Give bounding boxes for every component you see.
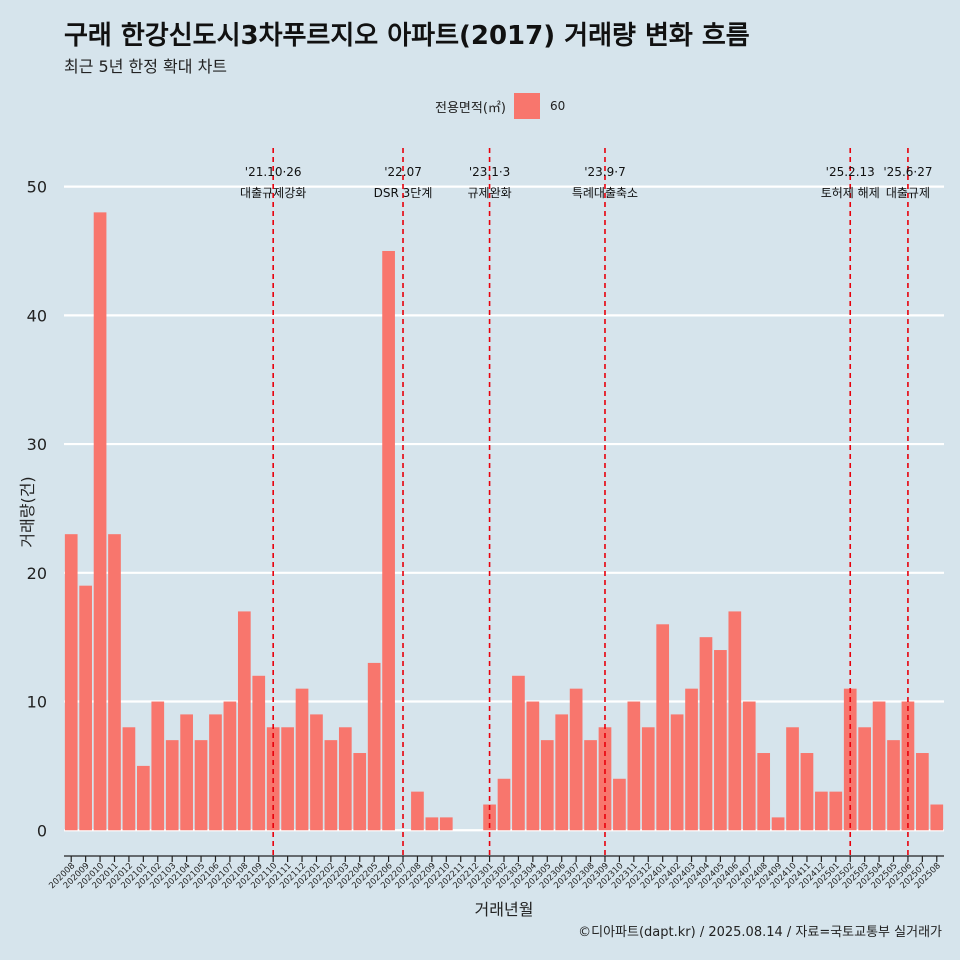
bar [64, 534, 78, 831]
y-tick-label: 50 [27, 178, 47, 197]
bar [122, 727, 136, 831]
bar [79, 585, 92, 831]
bar [569, 688, 583, 831]
x-axis-title: 거래년월 [475, 900, 534, 919]
bar [829, 791, 843, 831]
bar [858, 727, 872, 831]
y-tick-label: 30 [27, 435, 47, 454]
legend-label: 60 [549, 99, 566, 113]
bar [526, 701, 540, 831]
bar [613, 778, 626, 831]
bar [310, 714, 323, 831]
bar [136, 765, 150, 831]
y-axis-title: 거래량(건) [18, 476, 37, 547]
bar [757, 753, 771, 831]
bar [728, 611, 742, 831]
bar [872, 701, 886, 831]
legend-title: 전용면적(㎡) [435, 100, 506, 116]
bar [843, 688, 857, 831]
bar [411, 791, 424, 831]
bar [815, 791, 828, 831]
event-date-label: '22.07 [384, 165, 422, 179]
bar [223, 701, 237, 831]
source-caption: ©디아파트(dapt.kr) / 2025.08.14 / 자료=국토교통부 실… [578, 925, 942, 940]
chart-subtitle: 최근 5년 한정 확대 차트 [64, 57, 228, 76]
bar [930, 804, 944, 831]
bar [295, 688, 309, 831]
event-label: 특례대출축소 [572, 186, 638, 200]
bar [685, 688, 698, 831]
bar [512, 675, 525, 831]
bar [714, 650, 727, 831]
bar [555, 714, 569, 831]
event-date-label: '23.9·7 [584, 165, 625, 179]
bar [887, 740, 900, 831]
bar [281, 727, 294, 831]
bar [670, 714, 684, 831]
event-label: 대출규제강화 [240, 186, 306, 200]
bar [641, 727, 655, 831]
bar [425, 817, 439, 831]
y-tick-label: 20 [27, 564, 47, 583]
y-tick-label: 0 [37, 821, 47, 840]
event-label: 대출규제 [886, 186, 930, 200]
bar [324, 740, 338, 831]
bar [209, 714, 222, 831]
chart-title: 구래 한강신도시3차푸르지오 아파트(2017) 거래량 변화 흐름 [64, 21, 750, 51]
bar [656, 624, 670, 831]
bar [367, 662, 381, 831]
bar [165, 740, 179, 831]
bar [771, 817, 785, 831]
event-label: 규제완화 [467, 186, 511, 200]
bar [627, 701, 641, 831]
bar [252, 675, 266, 831]
bar [194, 740, 208, 831]
bar [699, 637, 713, 831]
legend: 전용면적(㎡) 60 [435, 93, 565, 119]
bar [180, 714, 193, 831]
event-date-label: '25.2.13 [826, 165, 875, 179]
bar [353, 753, 367, 831]
bar [497, 778, 511, 831]
legend-swatch [513, 93, 540, 119]
y-tick-label: 40 [27, 306, 47, 325]
event-label: 토허제 해제 [821, 186, 880, 200]
bar [540, 740, 554, 831]
bar [439, 817, 453, 831]
bar [584, 740, 597, 831]
event-date-label: '21.10·26 [245, 165, 302, 179]
bar [151, 701, 165, 831]
bar [108, 534, 121, 831]
bar [742, 701, 756, 831]
bar [916, 753, 929, 831]
bar [237, 611, 251, 831]
bar [786, 727, 799, 831]
bar [93, 212, 107, 831]
bar [382, 250, 395, 831]
event-date-label: '25.6·27 [883, 165, 932, 179]
y-tick-label: 10 [27, 693, 47, 712]
event-label: DSR 3단계 [374, 186, 433, 200]
event-date-label: '23.1·3 [469, 165, 510, 179]
bar [800, 753, 814, 831]
bar [338, 727, 352, 831]
bar [901, 701, 915, 831]
